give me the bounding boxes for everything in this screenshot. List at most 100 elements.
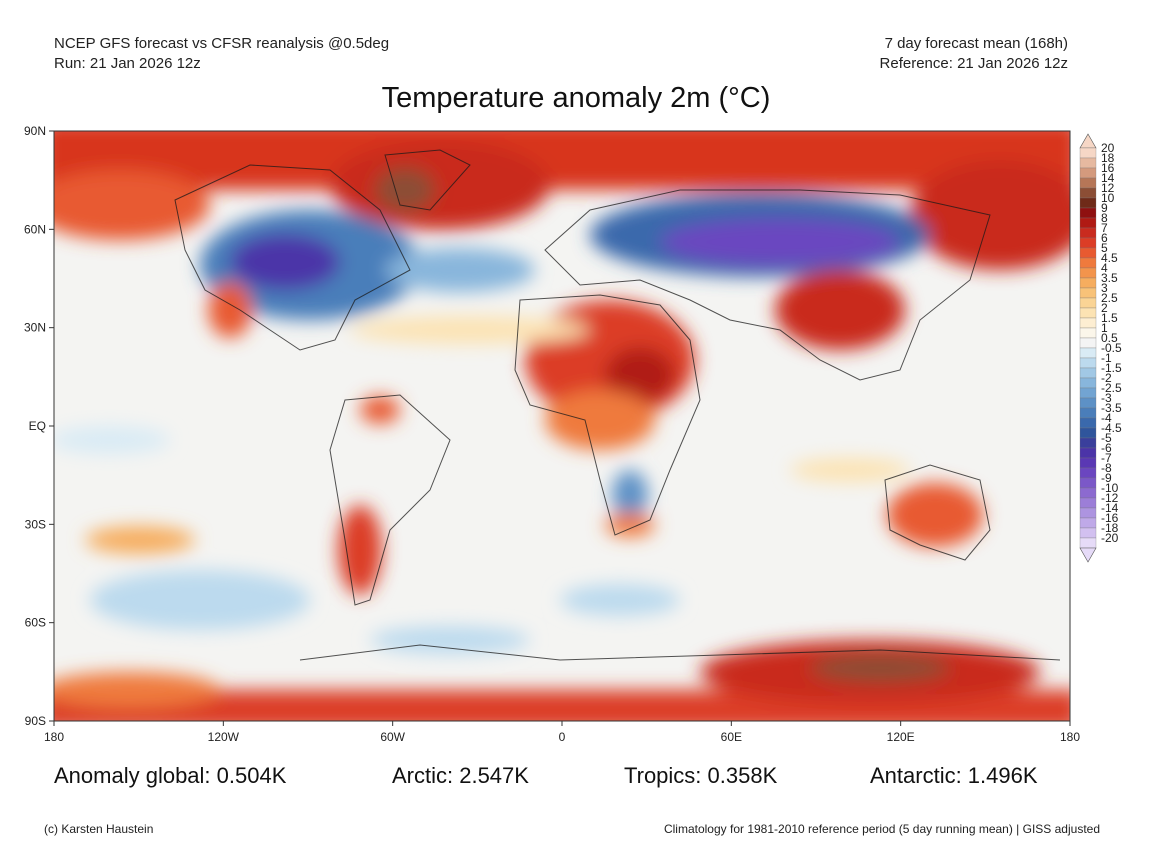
forecast-period: 7 day forecast mean (168h): [884, 35, 1068, 52]
colorbar-swatch: [1079, 297, 1097, 309]
colorbar-swatch: [1079, 517, 1097, 529]
colorbar-label: 9: [1101, 201, 1108, 215]
colorbar-label: -12: [1101, 491, 1119, 505]
colorbar-label: 18: [1101, 151, 1115, 165]
colorbar-swatch: [1079, 167, 1097, 179]
colorbar-swatch: [1079, 377, 1097, 389]
colorbar-label: -7: [1101, 451, 1112, 465]
colorbar-label: 2.5: [1101, 291, 1118, 305]
colorbar-label: -0.5: [1101, 341, 1122, 355]
colorbar-swatch: [1079, 447, 1097, 459]
model-description: NCEP GFS forecast vs CFSR reanalysis @0.…: [54, 35, 390, 52]
colorbar-label: -20: [1101, 531, 1119, 545]
longitude-axis: 180 120W 60W 0 60E 120E 180: [44, 721, 1080, 744]
colorbar-swatch: [1079, 157, 1097, 169]
climatology-note: Climatology for 1981-2010 reference peri…: [663, 822, 1100, 836]
colorbar-label: 14: [1101, 171, 1115, 185]
colorbar-label: -9: [1101, 471, 1112, 485]
colorbar-label: -3: [1101, 391, 1112, 405]
lon-tick-label: 60W: [380, 730, 405, 744]
colorbar-label: -4.5: [1101, 421, 1122, 435]
lon-tick-label: 0: [559, 730, 566, 744]
colorbar-label: 5: [1101, 241, 1108, 255]
colorbar-label: 16: [1101, 161, 1115, 175]
colorbar-label: -3.5: [1101, 401, 1122, 415]
colorbar-swatch: [1079, 417, 1097, 429]
colorbar-label: -10: [1101, 481, 1119, 495]
colorbar-swatch: [1079, 537, 1097, 549]
header-left: NCEP GFS forecast vs CFSR reanalysis @0.…: [54, 34, 389, 74]
colorbar-swatch: [1079, 357, 1097, 369]
colorbar-swatch: [1079, 217, 1097, 229]
colorbar-swatch: [1079, 387, 1097, 399]
colorbar-label: -1.5: [1101, 361, 1122, 375]
reference-time: Reference: 21 Jan 2026 12z: [879, 55, 1068, 72]
lon-tick-label: 60E: [721, 730, 742, 744]
colorbar-label: -8: [1101, 461, 1112, 475]
run-time: Run: 21 Jan 2026 12z: [54, 55, 201, 72]
lat-tick-label: EQ: [29, 419, 46, 433]
colorbar-swatch: [1079, 497, 1097, 509]
colorbar-label: 6: [1101, 231, 1108, 245]
colorbar-swatch: [1079, 237, 1097, 249]
colorbar-swatch: [1079, 207, 1097, 219]
anomaly-stats: Anomaly global: 0.504K Arctic: 2.547K Tr…: [0, 763, 1152, 793]
map-title: Temperature anomaly 2m (°C): [381, 82, 771, 114]
colorbar-swatch: [1079, 267, 1097, 279]
colorbar-label: 4: [1101, 261, 1108, 275]
colorbar-swatch: [1079, 327, 1097, 339]
lon-tick-label: 120E: [887, 730, 915, 744]
colorbar-swatch: [1079, 247, 1097, 259]
colorbar-swatch: [1079, 177, 1097, 189]
antarctic-anomaly: Antarctic: 1.496K: [870, 763, 1038, 788]
colorbar-label: 2: [1101, 301, 1108, 315]
header-right: 7 day forecast mean (168h) Reference: 21…: [880, 34, 1068, 74]
colorbar-label: 12: [1101, 181, 1115, 195]
colorbar-label: -1: [1101, 351, 1112, 365]
lon-tick-label: 120W: [208, 730, 240, 744]
colorbar-min-arrow: [1079, 547, 1097, 563]
global-anomaly: Anomaly global: 0.504K: [54, 763, 287, 788]
colorbar-swatch: [1079, 477, 1097, 489]
colorbar-label: 4.5: [1101, 251, 1118, 265]
copyright-credit: (c) Karsten Haustein: [44, 822, 154, 836]
colorbar-swatch: [1079, 347, 1097, 359]
colorbar-label: -6: [1101, 441, 1112, 455]
colorbar-swatch: [1079, 197, 1097, 209]
colorbar-swatch: [1079, 397, 1097, 409]
lat-tick-label: 90N: [24, 124, 46, 138]
lat-tick-label: 30N: [24, 321, 46, 335]
colorbar-swatch: [1079, 257, 1097, 269]
colorbar-swatch: [1079, 367, 1097, 379]
colorbar-swatch: [1079, 457, 1097, 469]
colorbar-swatch: [1079, 437, 1097, 449]
coastlines: [174, 149, 1061, 661]
colorbar-swatch: [1079, 427, 1097, 439]
colorbar-label: -5: [1101, 431, 1112, 445]
colorbar-label: 20: [1101, 141, 1115, 155]
map-plot-area: [54, 131, 1070, 721]
colorbar-label: 3: [1101, 281, 1108, 295]
colorbar: 201816141210987654.543.532.521.510.5-0.5…: [1079, 133, 1122, 563]
colorbar-swatch: [1079, 227, 1097, 239]
arctic-anomaly: Arctic: 2.547K: [392, 763, 529, 788]
lat-tick-label: 60S: [25, 616, 46, 630]
lon-tick-label: 180: [1060, 730, 1080, 744]
colorbar-label: 8: [1101, 211, 1108, 225]
colorbar-label: 0.5: [1101, 331, 1118, 345]
latitude-axis: 90N 60N 30N EQ 30S 60S 90S: [24, 124, 54, 728]
colorbar-label: -14: [1101, 501, 1119, 515]
colorbar-swatch: [1079, 307, 1097, 319]
colorbar-label: 1.5: [1101, 311, 1118, 325]
lat-tick-label: 30S: [25, 517, 46, 531]
colorbar-swatch: [1079, 507, 1097, 519]
colorbar-label: -18: [1101, 521, 1119, 535]
colorbar-swatch: [1079, 467, 1097, 479]
colorbar-swatch: [1079, 277, 1097, 289]
colorbar-label: -16: [1101, 511, 1119, 525]
lat-tick-label: 90S: [25, 714, 46, 728]
colorbar-max-arrow: [1079, 133, 1097, 149]
colorbar-label: 1: [1101, 321, 1108, 335]
lat-tick-label: 60N: [24, 222, 46, 236]
